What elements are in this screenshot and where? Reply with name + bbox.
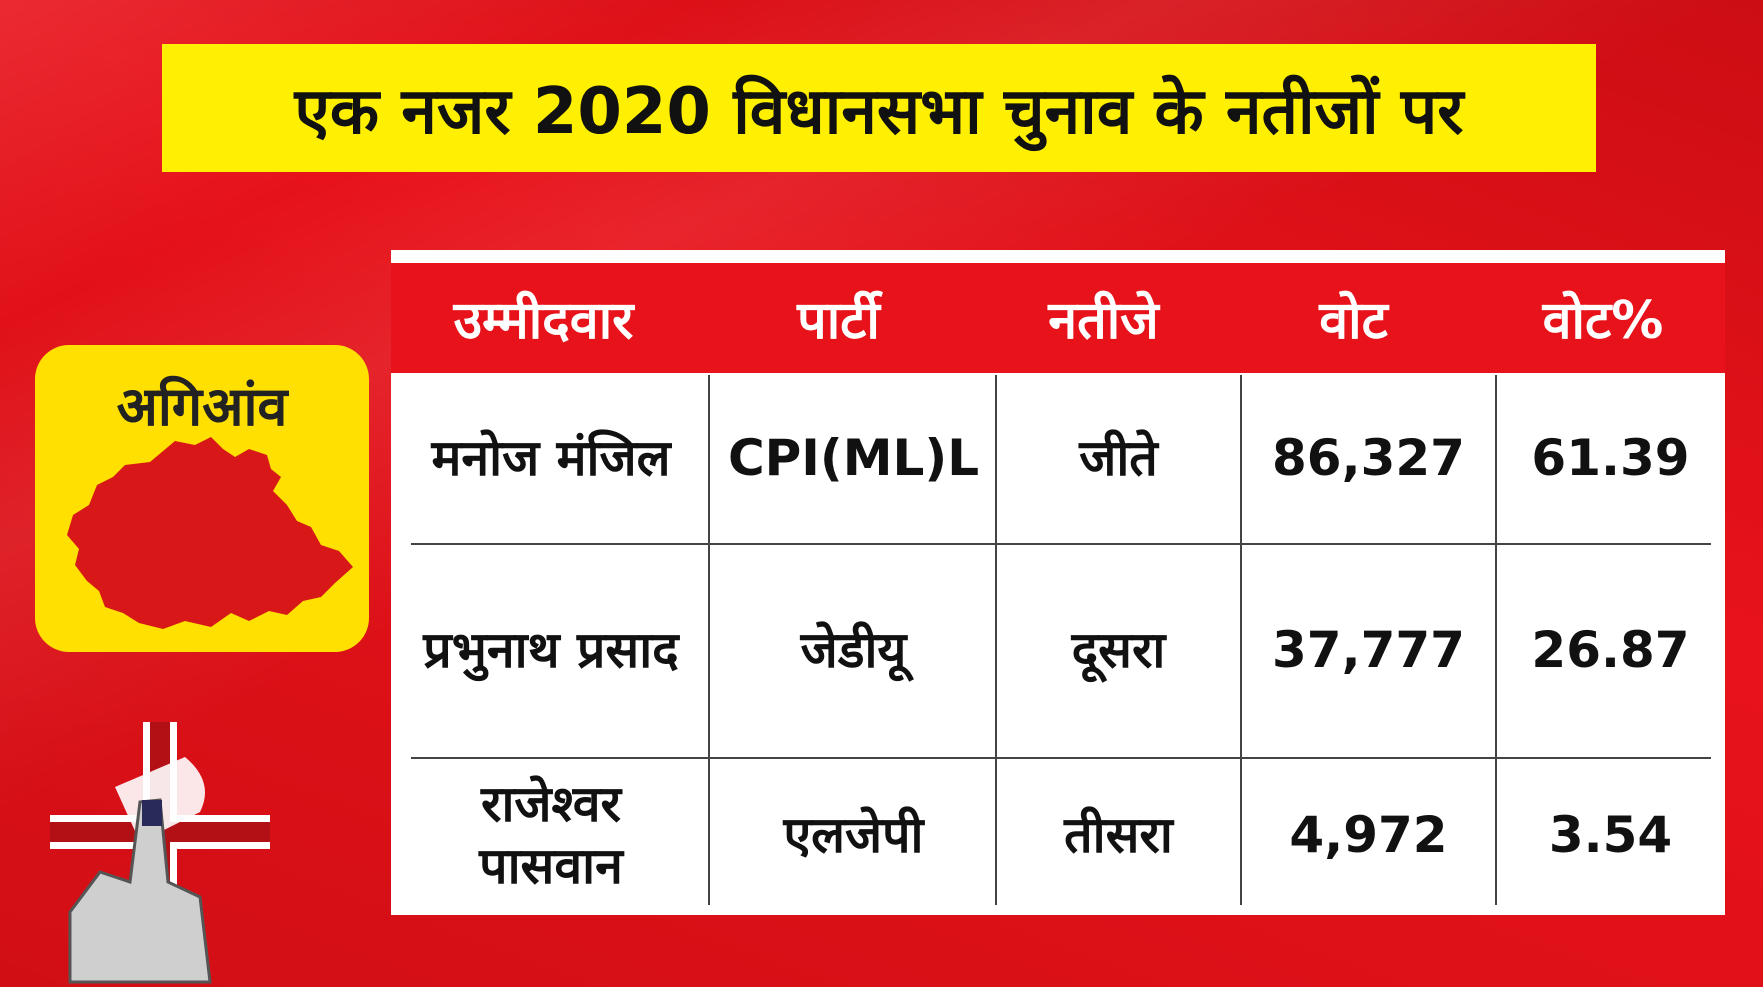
header-candidate: उम्मीदवार [453, 290, 634, 351]
vote-percent-cell: 26.87 [1531, 620, 1690, 679]
votes-cell: 86,327 [1272, 428, 1465, 487]
result-cell: दूसरा [1071, 620, 1166, 679]
result-cell: तीसरा [1064, 805, 1173, 864]
vote-percent-cell: 3.54 [1548, 805, 1673, 864]
column-divider [1495, 375, 1497, 905]
header-votes: वोट [1319, 290, 1388, 351]
row-divider [411, 543, 1711, 545]
column-divider [708, 375, 710, 905]
header-vote-percent: वोट% [1542, 290, 1664, 351]
column-divider [995, 375, 997, 905]
votes-cell: 37,777 [1272, 620, 1465, 679]
results-table: उम्मीदवार पार्टी नतीजे वोट वोट% मनोज मंज… [391, 250, 1725, 915]
header-result: नतीजे [1048, 290, 1159, 351]
page-title: एक नजर 2020 विधानसभा चुनाव के नतीजों पर [294, 74, 1464, 149]
column-divider [1240, 375, 1242, 905]
constituency-map-icon [67, 437, 353, 629]
title-banner: एक नजर 2020 विधानसभा चुनाव के नतीजों पर [162, 44, 1596, 172]
result-cell: जीते [1079, 428, 1158, 487]
constituency-card: अगिआंव [35, 345, 369, 652]
table-row: मनोज मंजिल CPI(ML)L जीते 86,327 61.39 [391, 375, 1725, 541]
table-row: प्रभुनाथ प्रसाद जेडीयू दूसरा 37,777 26.8… [391, 545, 1725, 755]
ballot-swastika-icon [50, 722, 270, 984]
table-row: राजेश्वर पासवान एलजेपी तीसरा 4,972 3.54 [391, 760, 1725, 910]
constituency-name: अगिआंव [116, 375, 288, 438]
party-cell: एलजेपी [783, 805, 924, 864]
candidate-cell: मनोज मंजिल [431, 428, 671, 487]
row-divider [411, 757, 1711, 759]
votes-cell: 4,972 [1289, 805, 1448, 864]
candidate-cell: राजेश्वर पासवान [479, 774, 623, 896]
candidate-cell: प्रभुनाथ प्रसाद [423, 620, 679, 679]
vote-percent-cell: 61.39 [1531, 428, 1690, 487]
table-header: उम्मीदवार पार्टी नतीजे वोट वोट% [391, 263, 1725, 373]
party-cell: जेडीयू [800, 620, 907, 679]
party-cell: CPI(ML)L [727, 428, 980, 487]
header-party: पार्टी [797, 290, 880, 351]
